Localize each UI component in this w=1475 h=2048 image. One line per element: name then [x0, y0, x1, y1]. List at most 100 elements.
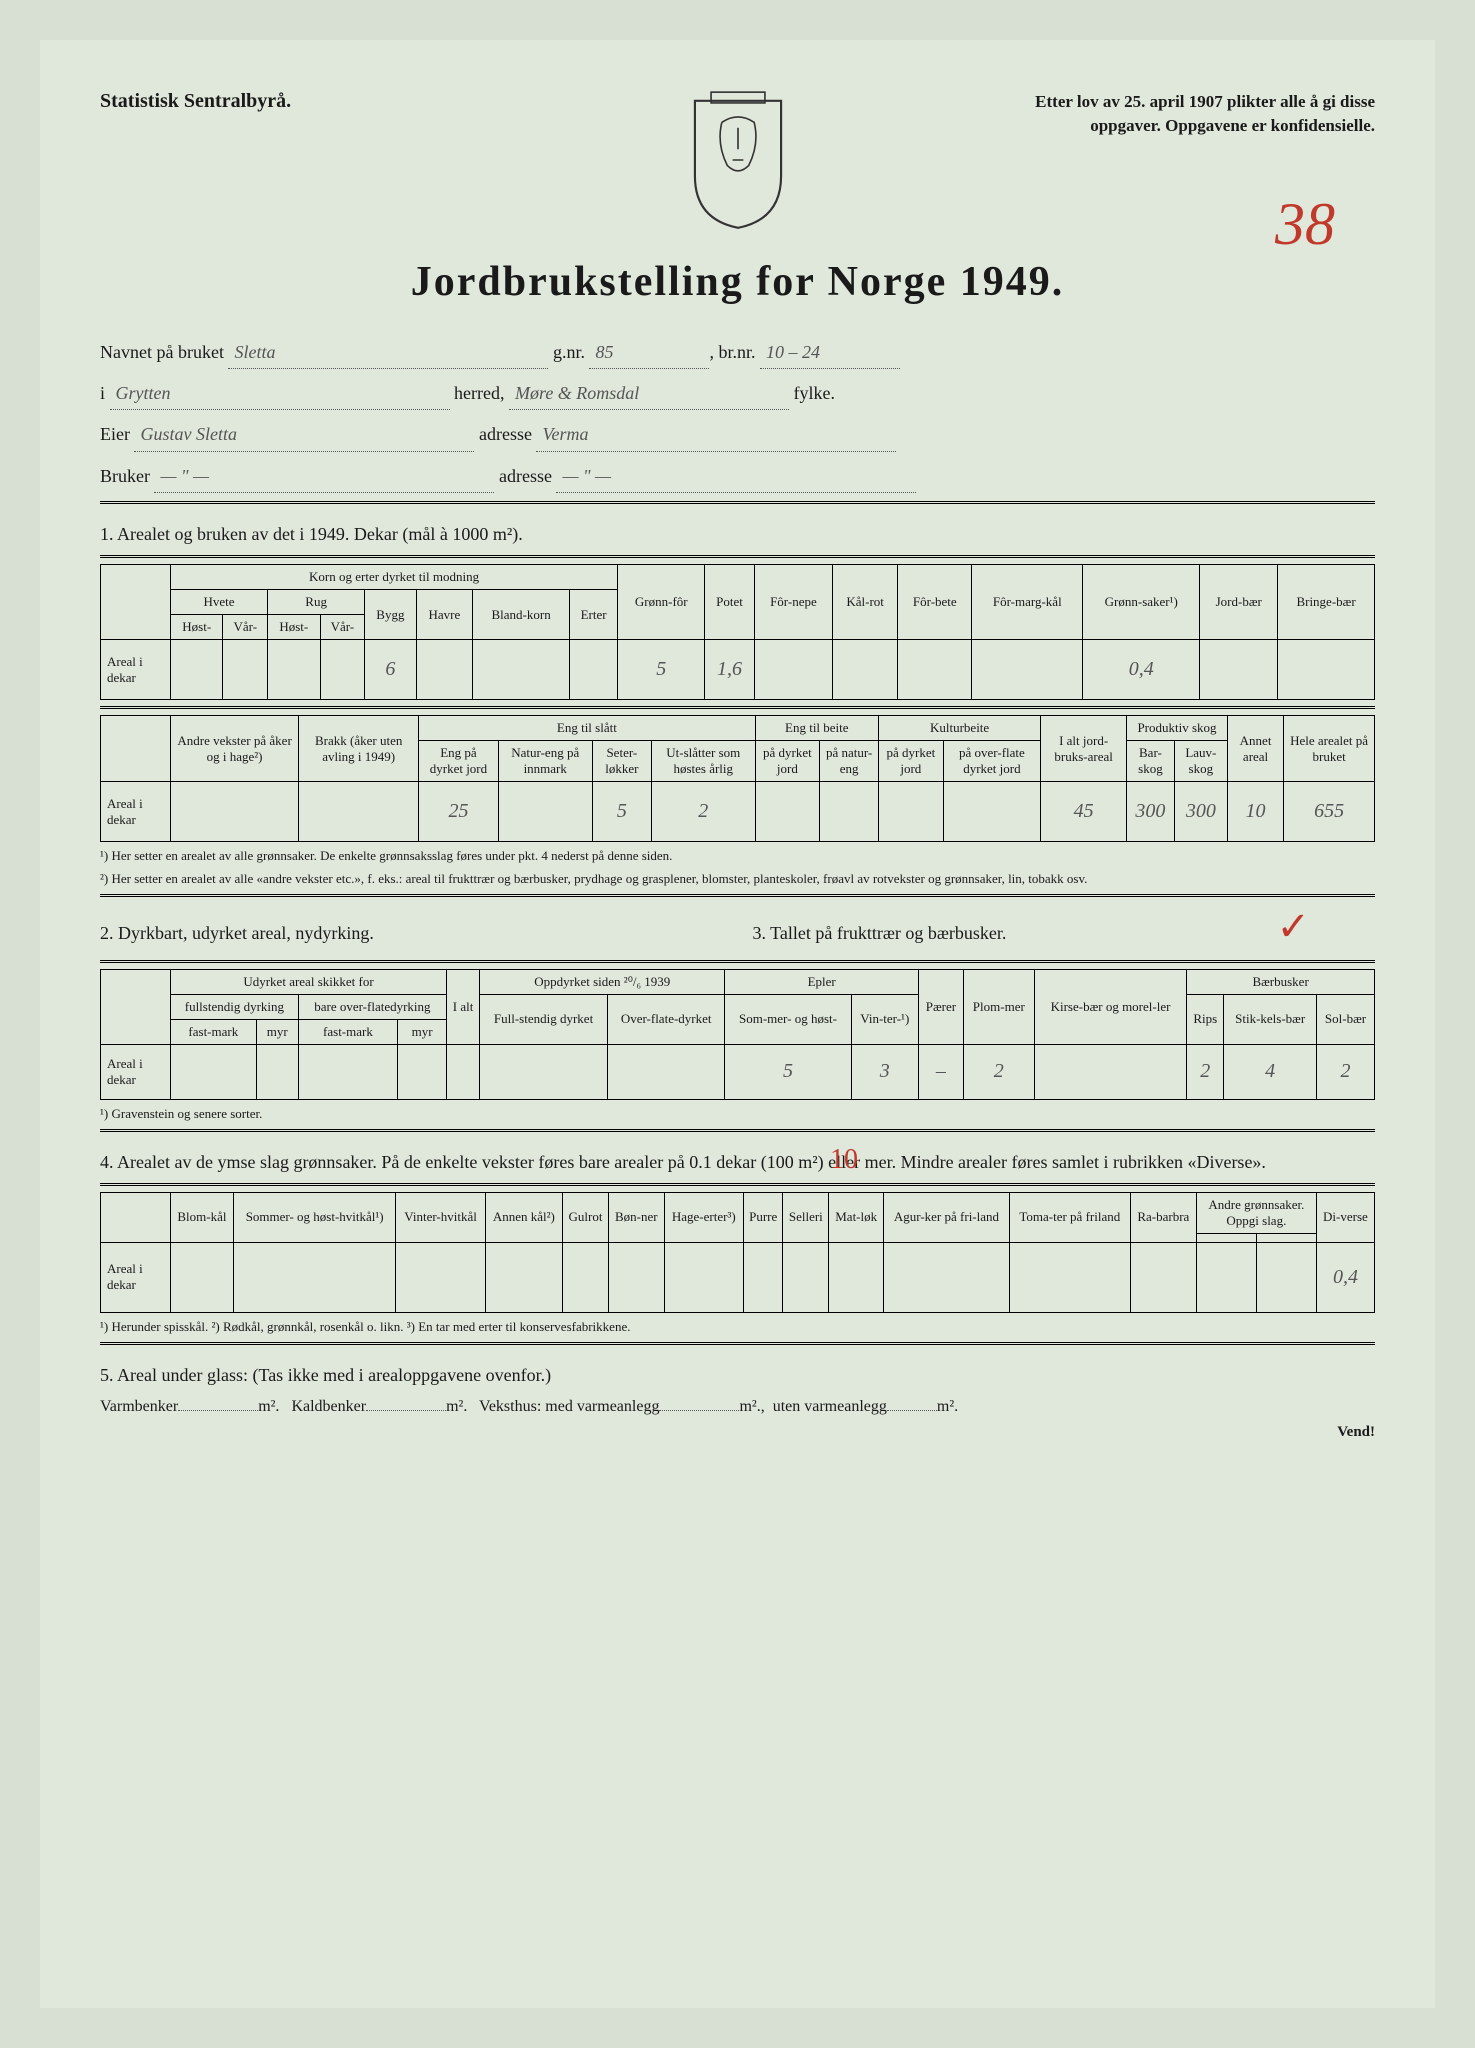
label-bruker: Bruker: [100, 466, 150, 486]
val-barskog: 300: [1127, 782, 1175, 842]
col-udyrket: Udyrket areal skikket for: [171, 969, 447, 994]
col-stikkels: Stik-kels-bær: [1224, 994, 1317, 1044]
col-bonner: Bøn-ner: [608, 1192, 664, 1242]
coat-of-arms-emblem: [683, 90, 793, 230]
field-navnet: Sletta: [228, 336, 548, 369]
footnote-4: ¹) Herunder spisskål. ²) Rødkål, grønnkå…: [100, 1319, 1375, 1336]
table-section1b: Andre vekster på åker og i hage²) Brakk …: [100, 715, 1375, 842]
val-lauvskog: 300: [1174, 782, 1227, 842]
col-matlok: Mat-løk: [829, 1192, 884, 1242]
field-brnr: 10 – 24: [760, 336, 900, 369]
col-kalrot: Kål-rot: [833, 565, 898, 640]
table-section4: Blom-kål Sommer- og høst-hvitkål¹) Vinte…: [100, 1192, 1375, 1313]
red-check-mark: ✓: [1276, 903, 1310, 950]
col-baerbusker: Bærbusker: [1187, 969, 1375, 994]
field-adresse: Verma: [536, 418, 896, 451]
col-epler: Epler: [725, 969, 919, 994]
field-fylke: Møre & Romsdal: [509, 377, 789, 410]
col-utslatter: Ut-slåtter som høstes årlig: [651, 741, 755, 782]
col-rug: Rug: [268, 590, 365, 615]
col-fastmark2: fast-mark: [298, 1019, 397, 1044]
col-fastmark1: fast-mark: [171, 1019, 257, 1044]
label-gnr: g.nr.: [553, 342, 585, 362]
col-rips: Rips: [1187, 994, 1224, 1044]
col-barskog: Bar-skog: [1127, 741, 1175, 782]
label-brnr: br.nr.: [718, 342, 755, 362]
val-seter: 5: [592, 782, 651, 842]
col-eng-beite: Eng til beite: [755, 716, 878, 741]
col-fullstendig2: Full-stendig dyrket: [480, 994, 608, 1044]
col-andre-gronnsaker: Andre grønnsaker. Oppgi slag.: [1196, 1192, 1316, 1233]
table-section23: Udyrket areal skikket for I alt Oppdyrke…: [100, 969, 1375, 1100]
val-ialt: 45: [1041, 782, 1127, 842]
val-solbaer: 2: [1316, 1044, 1374, 1099]
col-hageerter: Hage-erter³): [664, 1192, 743, 1242]
col-blomkal: Blom-kål: [171, 1192, 234, 1242]
col-fullstendig: fullstendig dyrking: [171, 994, 299, 1019]
col-jordbaer: Jord-bær: [1200, 565, 1278, 640]
val-rips: 2: [1187, 1044, 1224, 1099]
col-bareover: bare over-flatedyrking: [298, 994, 446, 1019]
col-bringebaer: Bringe-bær: [1278, 565, 1375, 640]
col-kultur-dyrket: på dyrket jord: [879, 741, 944, 782]
col-solbaer: Sol-bær: [1316, 994, 1374, 1044]
section4-title: 4. Arealet av de ymse slag grønnsaker. P…: [100, 1152, 1375, 1173]
section2-title: 2. Dyrkbart, udyrket areal, nydyrking.: [100, 923, 723, 944]
section5-title: 5. Areal under glass: (Tas ikke med i ar…: [100, 1365, 1375, 1386]
col-hvete: Hvete: [171, 590, 268, 615]
col-fornepe: Fôr-nepe: [754, 565, 832, 640]
val-utslatter: 2: [651, 782, 755, 842]
footnote-2: ²) Her setter en arealet av alle «andre …: [100, 871, 1375, 888]
col-potet: Potet: [705, 565, 754, 640]
col-andre: Andre vekster på åker og i hage²): [171, 716, 299, 782]
col-gronnsaker: Grønn-saker¹): [1083, 565, 1200, 640]
col-havre: Havre: [416, 590, 473, 640]
val-epler-sommer: 5: [725, 1044, 851, 1099]
col-hele: Hele arealet på bruket: [1284, 716, 1375, 782]
label-adresse2: adresse: [499, 466, 552, 486]
col-prodskog: Produktiv skog: [1127, 716, 1228, 741]
col-myr1: myr: [256, 1019, 298, 1044]
col-plommer: Plom-mer: [963, 969, 1034, 1044]
col-myr2: myr: [398, 1019, 447, 1044]
col-rug-var: Vår-: [320, 615, 365, 640]
footnote-3: ¹) Gravenstein og senere sorter.: [100, 1106, 1375, 1123]
val-stikkels: 4: [1224, 1044, 1317, 1099]
vend-label: Vend!: [100, 1424, 1375, 1441]
col-gronnfor: Grønn-fôr: [618, 565, 705, 640]
col-sommerkal: Sommer- og høst-hvitkål¹): [233, 1192, 396, 1242]
col-paerer: Pærer: [918, 969, 963, 1044]
val-epler-vinter: 3: [851, 1044, 918, 1099]
col-overflate2: Over-flate-dyrket: [607, 994, 724, 1044]
row-label-1a: Areal i dekar: [101, 640, 171, 700]
col-purre: Purre: [743, 1192, 782, 1242]
col-natureng: Natur-eng på innmark: [498, 741, 592, 782]
val-annet: 10: [1227, 782, 1283, 842]
val-bygg: 6: [365, 640, 416, 700]
footnote-1: ¹) Her setter en arealet av alle grønnsa…: [100, 848, 1375, 865]
val-diverse: 0,4: [1316, 1242, 1374, 1312]
col-kulturbeite: Kulturbeite: [879, 716, 1041, 741]
label-i: i: [100, 383, 105, 403]
col-gulrot: Gulrot: [563, 1192, 609, 1242]
law-text: Etter lov av 25. april 1907 plikter alle…: [995, 90, 1375, 138]
col-seter: Seter-løkker: [592, 741, 651, 782]
section5-line: Varmbenkerm². Kaldbenkerm². Veksthus: me…: [100, 1398, 1375, 1416]
col-sommer: Som-mer- og høst-: [725, 994, 851, 1044]
val-paerer: –: [918, 1044, 963, 1099]
label-adresse: adresse: [479, 424, 532, 444]
col-brakk: Brakk (åker uten avling i 1949): [299, 716, 419, 782]
col-rug-host: Høst-: [268, 615, 320, 640]
col-kultur-overflate: på over-flate dyrket jord: [943, 741, 1041, 782]
field-i: Grytten: [110, 377, 450, 410]
val-potet: 1,6: [705, 640, 754, 700]
col-tomater: Toma-ter på friland: [1009, 1192, 1130, 1242]
col-vinterkal: Vinter-hvitkål: [396, 1192, 485, 1242]
col-forbete: Fôr-bete: [898, 565, 972, 640]
red-page-number: 38: [1275, 190, 1335, 259]
label-eier: Eier: [100, 424, 130, 444]
val-hele: 655: [1284, 782, 1375, 842]
label-fylke: fylke.: [793, 383, 834, 403]
col-kirsebaer: Kirse-bær og morel-ler: [1034, 969, 1187, 1044]
col-vinter: Vin-ter-¹): [851, 994, 918, 1044]
